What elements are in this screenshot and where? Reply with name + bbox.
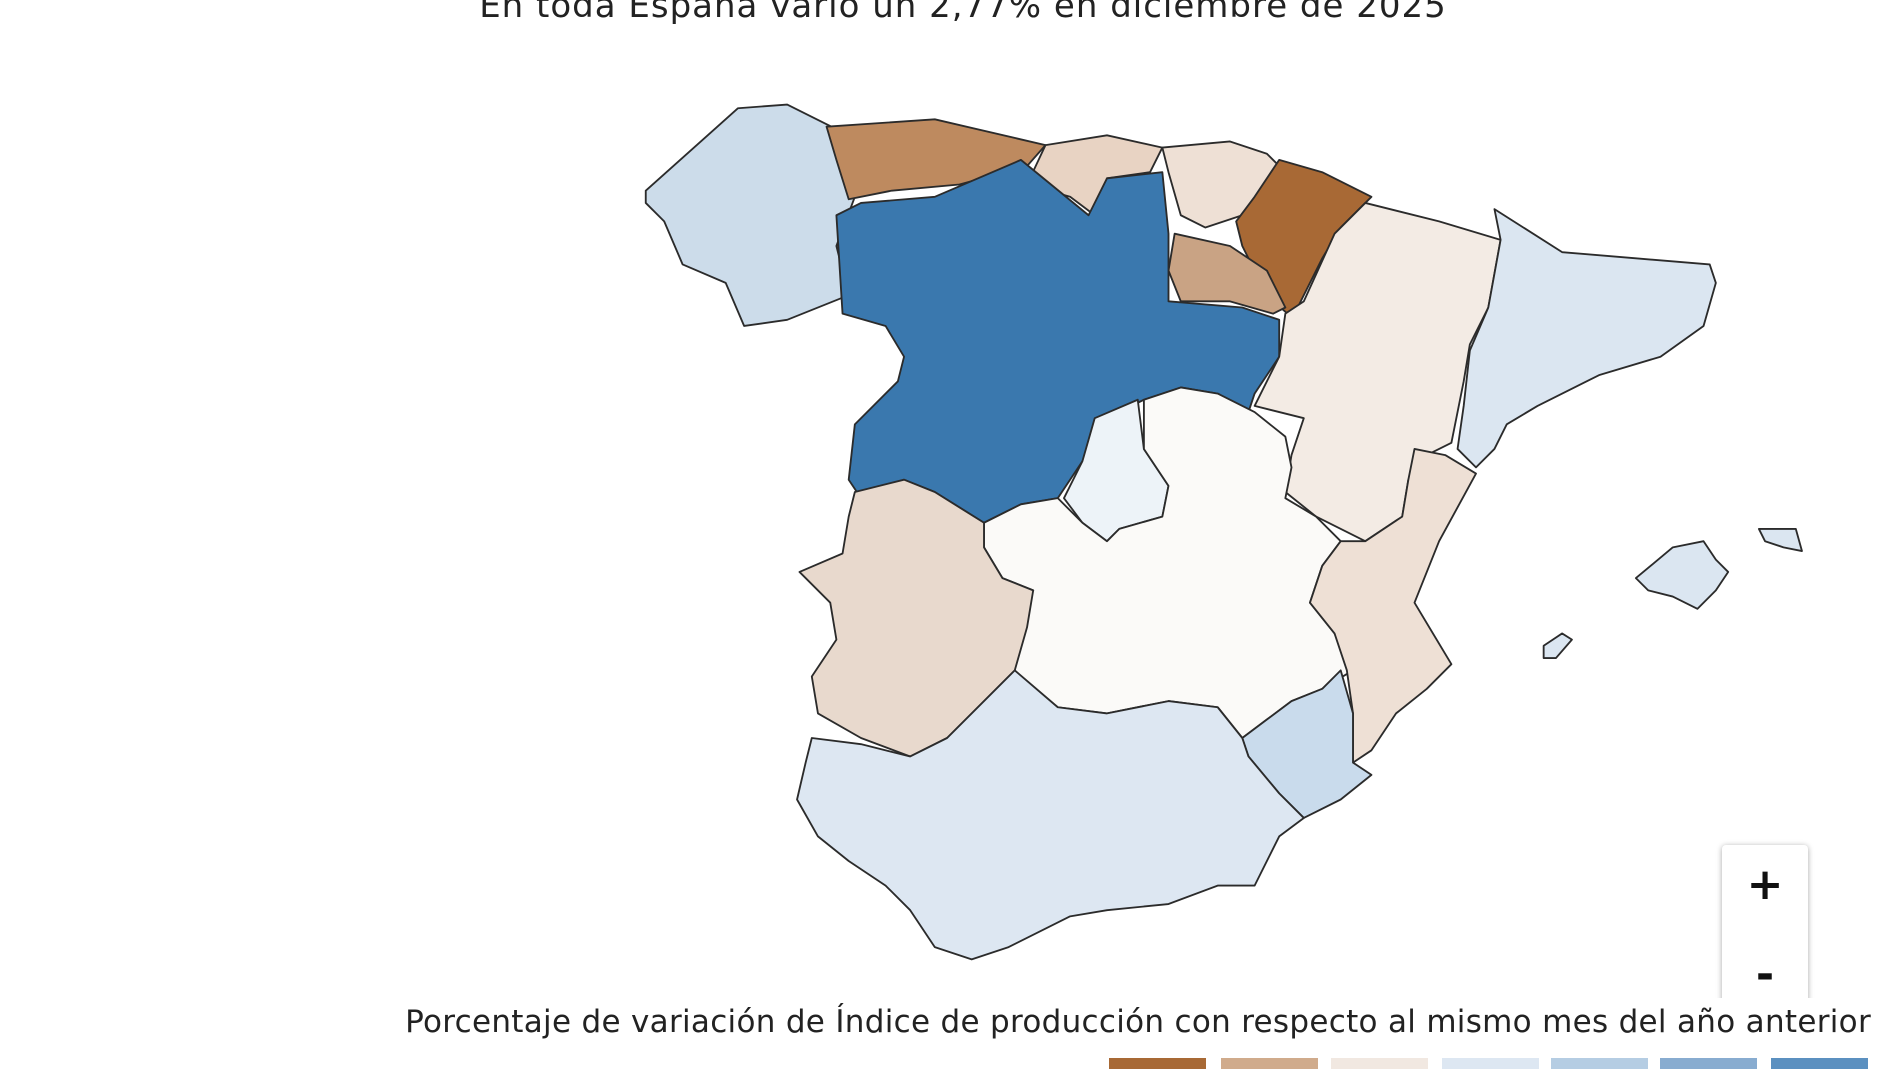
region[interactable] (644, 103, 856, 327)
regions (644, 103, 1803, 961)
zoom-in[interactable]: + (1746, 859, 1784, 910)
region[interactable] (796, 669, 1305, 961)
region[interactable] (825, 118, 1047, 201)
map-title: En toda España varió un 2,77% en diciemb… (479, 0, 1447, 26)
legend-swatch (1771, 1058, 1868, 1069)
legend-swatch (1660, 1058, 1757, 1069)
region[interactable] (1757, 527, 1803, 552)
legend-swatch (1442, 1058, 1539, 1069)
map (644, 103, 1803, 961)
legend-swatch (1221, 1058, 1318, 1069)
legend-swatch (1331, 1058, 1428, 1069)
legend-swatch (1551, 1058, 1648, 1069)
region[interactable] (1456, 208, 1717, 469)
legend-swatch (1109, 1058, 1206, 1069)
region[interactable] (1542, 632, 1573, 659)
region[interactable] (1634, 540, 1730, 610)
zoom-control: + - (1722, 845, 1808, 1015)
region[interactable] (1167, 232, 1287, 315)
zoom-out[interactable]: - (1755, 949, 1775, 1000)
legend: Porcentaje de variación de Índice de pro… (0, 998, 1900, 1069)
legend-title: Porcentaje de variación de Índice de pro… (405, 1004, 1871, 1040)
